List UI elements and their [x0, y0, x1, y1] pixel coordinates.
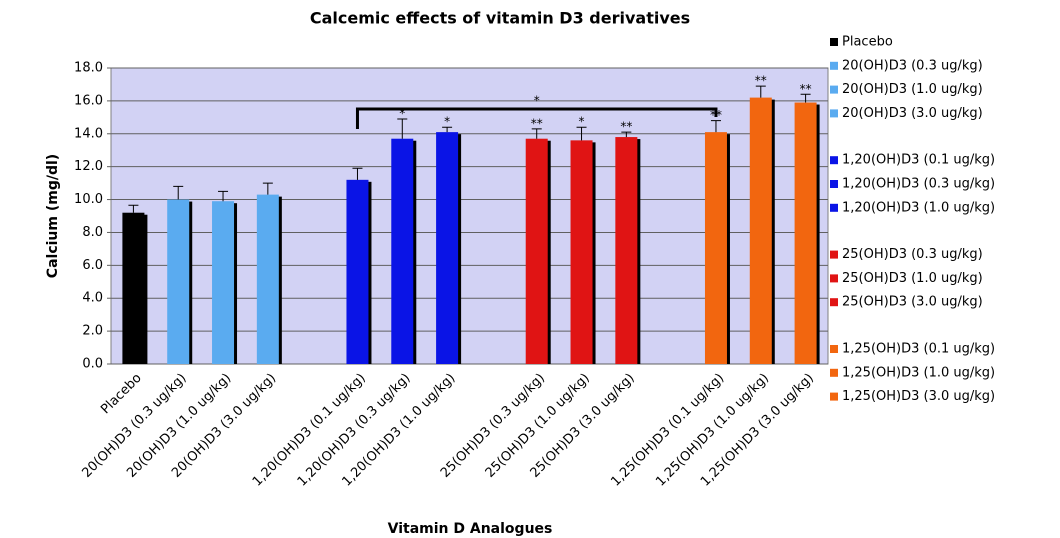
error-bar	[621, 131, 632, 138]
x-axis-label: Vitamin D Analogues	[388, 521, 553, 537]
x-tick-label: Placebo	[98, 371, 145, 418]
legend-label: 20(OH)D3 (1.0 ug/kg)	[842, 82, 983, 97]
legend-label: Placebo	[842, 35, 893, 50]
legend-swatch	[830, 61, 838, 70]
error-bar	[352, 167, 363, 180]
error-bar	[800, 93, 811, 103]
error-bar	[710, 120, 721, 133]
bar	[704, 132, 727, 364]
legend-swatch	[830, 274, 838, 283]
bar	[167, 199, 190, 364]
bar	[525, 138, 548, 364]
legend-label: 1,20(OH)D3 (0.1 ug/kg)	[842, 153, 995, 168]
y-tick-label: 16.0	[74, 93, 103, 108]
y-tick-label: 10.0	[74, 192, 103, 207]
legend-swatch	[830, 203, 838, 212]
legend-swatch	[830, 109, 838, 118]
bar	[256, 194, 279, 364]
legend-label: 1,20(OH)D3 (1.0 ug/kg)	[842, 200, 995, 215]
y-tick-label: 8.0	[82, 225, 103, 240]
significance-label: **	[755, 74, 767, 88]
bar	[615, 137, 638, 364]
legend-label: 20(OH)D3 (0.3 ug/kg)	[842, 58, 983, 73]
bar	[749, 97, 772, 364]
legend-label: 1,25(OH)D3 (3.0 ug/kg)	[842, 389, 995, 404]
error-bar	[397, 118, 408, 139]
y-tick-label: 12.0	[74, 159, 103, 174]
significance-label: **	[620, 120, 632, 134]
error-bar	[262, 182, 273, 195]
legend-swatch	[830, 345, 838, 353]
legend-swatch	[830, 180, 838, 188]
legend-swatch	[830, 250, 838, 259]
legend-label: 25(OH)D3 (1.0 ug/kg)	[842, 271, 983, 286]
y-tick-label: 14.0	[74, 126, 103, 141]
bar	[570, 140, 593, 364]
y-tick-label: 0.0	[82, 357, 103, 372]
bar	[212, 201, 235, 364]
legend-label: 1,25(OH)D3 (1.0 ug/kg)	[842, 365, 995, 380]
y-tick-label: 6.0	[82, 258, 103, 273]
y-tick-label: 18.0	[74, 61, 103, 76]
y-tick-label: 2.0	[82, 324, 103, 339]
bracket-label: *	[534, 93, 540, 107]
error-bar	[531, 128, 542, 139]
bar	[794, 102, 817, 365]
legend-label: 25(OH)D3 (0.3 ug/kg)	[842, 247, 983, 262]
error-bar	[755, 85, 766, 98]
bar	[346, 179, 369, 364]
error-bar	[173, 185, 184, 200]
legend-swatch	[830, 85, 838, 94]
legend-label: 20(OH)D3 (3.0 ug/kg)	[842, 106, 983, 121]
error-bar	[442, 126, 453, 133]
y-tick-label: 4.0	[82, 291, 103, 306]
legend-swatch	[830, 38, 838, 46]
legend-swatch	[830, 298, 838, 307]
bar	[391, 138, 414, 364]
significance-label: *	[579, 115, 585, 129]
legend-swatch	[830, 156, 838, 165]
y-axis-label: Calcium (mg/dl)	[45, 154, 61, 278]
legend-label: 1,25(OH)D3 (0.1 ug/kg)	[842, 342, 995, 357]
chart-title: Calcemic effects of vitamin D3 derivativ…	[310, 9, 690, 28]
error-bar	[576, 126, 587, 141]
legend-swatch	[830, 368, 838, 377]
error-bar	[218, 190, 229, 202]
bar	[122, 212, 145, 364]
bar	[436, 132, 459, 364]
error-bar	[128, 204, 139, 213]
legend-label: 25(OH)D3 (3.0 ug/kg)	[842, 295, 983, 310]
significance-label: *	[399, 106, 405, 120]
legend-swatch	[830, 392, 838, 401]
significance-label: *	[444, 115, 450, 129]
legend-label: 1,20(OH)D3 (0.3 ug/kg)	[842, 177, 995, 192]
significance-label: **	[800, 82, 812, 96]
significance-bracket	[355, 107, 718, 129]
significance-label: **	[531, 116, 543, 130]
